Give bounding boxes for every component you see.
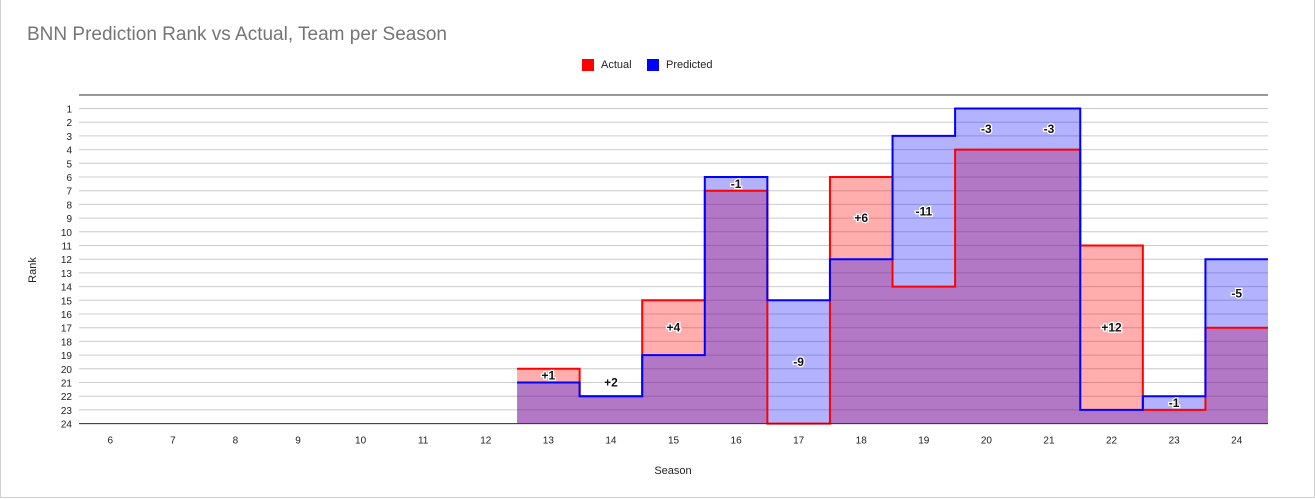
annotation-season-21: -3 [1044, 122, 1055, 136]
y-tick-label-2: 2 [66, 118, 72, 129]
annotation-season-24: -5 [1231, 286, 1242, 300]
annotation-season-18: +6 [854, 211, 868, 225]
legend-item-predicted[interactable]: Predicted [647, 59, 712, 71]
legend-label-actual: Actual [601, 59, 632, 71]
annotation-season-19: -11 [915, 204, 932, 218]
legend-item-actual[interactable]: Actual [582, 59, 632, 71]
y-tick-label-4: 4 [66, 146, 72, 157]
y-tick-label-1: 1 [66, 105, 72, 116]
x-tick-label-21: 21 [1043, 436, 1055, 447]
y-tick-label-23: 23 [61, 406, 73, 417]
y-tick-label-8: 8 [66, 200, 72, 211]
x-tick-label-7: 7 [170, 436, 176, 447]
y-tick-label-11: 11 [62, 242, 73, 253]
line-predicted [517, 107, 1268, 411]
x-tick-label-13: 13 [543, 436, 555, 447]
axes [79, 94, 1268, 425]
y-tick-label-16: 16 [61, 310, 73, 321]
y-tick-label-14: 14 [61, 283, 73, 294]
x-tick-label-12: 12 [480, 436, 492, 447]
y-tick-label-7: 7 [66, 187, 72, 198]
annotation-season-22: +12 [1101, 321, 1122, 335]
y-tick-label-18: 18 [61, 337, 73, 348]
x-tick-label-9: 9 [295, 436, 301, 447]
x-tick-label-18: 18 [856, 436, 868, 447]
x-tick-label-17: 17 [793, 436, 805, 447]
x-tick-label-22: 22 [1106, 436, 1118, 447]
y-tick-label-5: 5 [66, 159, 72, 170]
y-tick-label-17: 17 [61, 324, 73, 335]
gridlines [79, 108, 1268, 425]
y-tick-label-22: 22 [61, 392, 73, 403]
chart-title: BNN Prediction Rank vs Actual, Team per … [27, 24, 447, 45]
legend-label-predicted: Predicted [666, 59, 713, 71]
y-tick-label-3: 3 [66, 132, 72, 143]
x-tick-label-14: 14 [605, 436, 617, 447]
y-tick-label-12: 12 [61, 255, 73, 266]
x-tick-label-8: 8 [233, 436, 239, 447]
annotation-season-23: -1 [1169, 396, 1180, 410]
legend-swatch-actual [582, 59, 594, 71]
legend: Actual Predicted [0, 59, 1315, 75]
x-tick-label-23: 23 [1169, 436, 1181, 447]
y-tick-label-24: 24 [61, 420, 73, 431]
annotations: +1 +2 +4 -1 -9 +6 -11 -3 -3 +12 -1 -5 [540, 121, 1243, 411]
y-tick-label-10: 10 [61, 228, 73, 239]
x-tick-label-16: 16 [731, 436, 743, 447]
annotation-season-16: -1 [731, 177, 742, 191]
y-tick-label-20: 20 [61, 365, 73, 376]
legend-swatch-predicted [647, 59, 659, 71]
x-tick-label-15: 15 [668, 436, 680, 447]
y-axis-label: Rank [27, 257, 39, 283]
annotation-season-13: +1 [541, 369, 555, 383]
annotation-season-20: -3 [981, 122, 992, 136]
x-tick-label-19: 19 [918, 436, 930, 447]
y-tick-label-6: 6 [66, 173, 72, 184]
x-tick-label-6: 6 [108, 436, 114, 447]
x-tick-labels: 6 7 8 9 10 11 12 13 14 15 16 17 18 19 20 21 22 23 24 [108, 436, 1243, 447]
y-tick-label-19: 19 [61, 351, 73, 362]
x-tick-label-24: 24 [1231, 436, 1243, 447]
annotation-season-15: +4 [667, 321, 681, 335]
y-tick-label-13: 13 [61, 269, 73, 280]
series-lines [517, 107, 1268, 425]
y-tick-label-15: 15 [61, 296, 73, 307]
x-tick-label-10: 10 [355, 436, 367, 447]
x-axis-label: Season [654, 465, 691, 477]
x-tick-label-20: 20 [981, 436, 993, 447]
y-tick-label-9: 9 [66, 214, 72, 225]
y-tick-label-21: 21 [61, 379, 73, 390]
annotation-season-17: -9 [793, 355, 804, 369]
x-tick-label-11: 11 [418, 436, 429, 447]
annotation-season-14: +2 [604, 376, 618, 390]
